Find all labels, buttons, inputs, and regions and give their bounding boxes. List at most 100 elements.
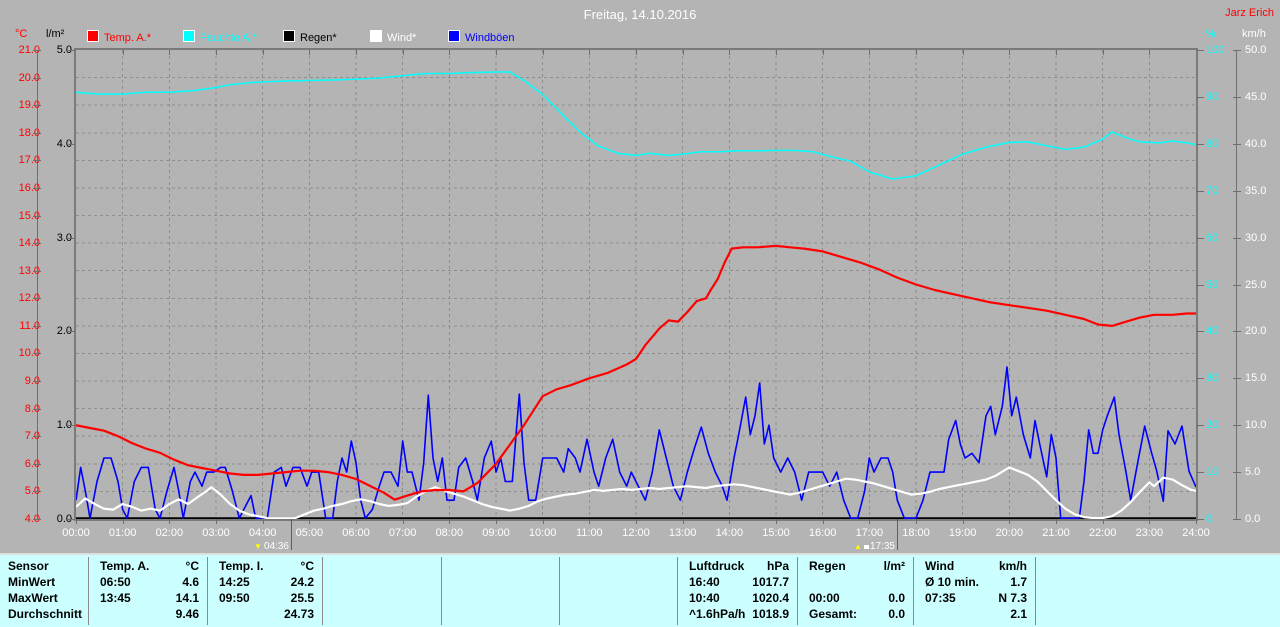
humidity-tick	[1196, 472, 1204, 474]
time-tick-bottom	[869, 519, 871, 524]
rain-tick	[68, 331, 75, 333]
rain-tick	[68, 143, 75, 145]
temp-tick-label: 16.0	[18, 181, 40, 194]
stats-table: Sensor MinWert MaxWert Durchschnitt Temp. A.…	[0, 553, 1280, 627]
table-row-label: Sensor	[8, 559, 49, 573]
time-tick-top	[636, 50, 637, 55]
table-cell-time: 09:50	[219, 591, 250, 605]
table-cell-value: 1.7	[1010, 575, 1027, 589]
temp-tick-label: 15.0	[18, 209, 40, 222]
temp-tick-label: 12.0	[18, 292, 40, 305]
temp-tick	[33, 105, 41, 107]
time-tick-bottom	[309, 519, 311, 524]
time-tick-bottom	[356, 519, 357, 524]
temp-axis-spine	[37, 50, 38, 519]
time-tick-label: 19:00	[948, 527, 977, 539]
time-tick-top	[262, 50, 264, 55]
wind-tick	[1233, 50, 1241, 51]
sunset-time: 17:35	[869, 541, 895, 552]
table-col-unit: hPa	[766, 559, 789, 573]
time-tick-label: 03:00	[202, 527, 230, 539]
legend-label: Windböen	[465, 32, 515, 44]
time-tick-top	[356, 50, 357, 55]
time-tick-label: 02:00	[155, 527, 184, 539]
time-tick-bottom	[262, 519, 264, 524]
legend-label: Temp. A.*	[104, 32, 152, 44]
temp-tick-label: 5.0	[24, 485, 40, 498]
temp-tick	[33, 270, 41, 272]
series-temp-a	[76, 244, 1196, 501]
time-tick-bottom	[589, 519, 591, 524]
humidity-tick-label: 10	[1206, 466, 1219, 479]
temp-tick-label: 21.0	[18, 44, 40, 56]
temp-tick	[33, 298, 41, 300]
time-tick-top	[122, 50, 124, 55]
wind-tick-label: 0.0	[1245, 513, 1261, 525]
humidity-axis-unit: %	[1206, 28, 1216, 40]
table-cell-value: 1020.4	[752, 591, 789, 605]
humidity-tick-label: 60	[1206, 231, 1219, 244]
legend-item-1: Feuchte A.*	[183, 30, 257, 44]
table-cell-time: 16:40	[689, 575, 720, 589]
time-tick-bottom	[682, 519, 684, 524]
humidity-tick-label: 70	[1206, 184, 1219, 197]
time-tick-bottom	[122, 519, 124, 524]
table-cell-value: 4.6	[182, 575, 199, 589]
temp-tick-label: 6.0	[24, 457, 40, 470]
temp-tick	[33, 325, 41, 327]
table-col-header: Regen	[809, 559, 846, 573]
time-tick-top	[1056, 50, 1057, 55]
rain-tick-label: 1.0	[56, 419, 72, 432]
humidity-tick	[1196, 96, 1204, 98]
humidity-tick-label: 90	[1206, 90, 1219, 103]
rain-tick	[68, 425, 75, 427]
temp-tick	[33, 160, 41, 162]
time-tick-bottom	[76, 519, 77, 524]
time-tick-label: 00:00	[62, 527, 90, 539]
rain-tick-label: 5.0	[56, 44, 72, 56]
time-tick-top	[916, 50, 917, 55]
temp-tick	[33, 463, 41, 465]
legend-item-3: Wind*	[370, 30, 416, 44]
time-tick-label: 06:00	[342, 527, 370, 539]
time-tick-label: 05:00	[295, 527, 324, 539]
humidity-tick	[1196, 143, 1204, 145]
time-tick-bottom	[402, 519, 404, 524]
humidity-tick-label: 20	[1206, 419, 1219, 432]
time-tick-label: 07:00	[388, 527, 417, 539]
wind-tick-label: 50.0	[1245, 44, 1267, 56]
watermark-author: Jarz Erich	[1225, 7, 1274, 19]
table-cell-value: 14.1	[175, 591, 199, 605]
series-feuchte-a	[76, 71, 1196, 180]
time-tick-top	[1149, 50, 1151, 55]
time-tick-top	[1102, 50, 1104, 55]
sun-dot-icon	[863, 545, 869, 549]
humidity-tick-label: 0	[1206, 513, 1213, 525]
time-tick-label: 04:00	[248, 527, 277, 539]
table-cell-value: 1018.9	[752, 607, 789, 621]
table-col-unit: °C	[185, 559, 199, 573]
time-tick-label: 17:00	[855, 527, 884, 539]
table-cell-value: N 7.3	[998, 591, 1027, 605]
humidity-tick	[1196, 284, 1204, 286]
table-column-divider	[559, 557, 560, 625]
time-tick-top	[822, 50, 824, 55]
table-column-divider	[1035, 557, 1036, 625]
time-tick-top	[402, 50, 404, 55]
temp-tick-label: 7.0	[24, 430, 40, 443]
table-cell-time: 07:35	[925, 591, 956, 605]
humidity-tick-label: 80	[1206, 137, 1219, 150]
sunrise-marker: ▼ 04:36	[229, 541, 289, 552]
time-tick-bottom	[822, 519, 824, 524]
time-tick-top	[729, 50, 731, 55]
weather-chart	[76, 50, 1196, 519]
humidity-tick-label: 50	[1206, 278, 1219, 291]
temp-tick	[33, 436, 41, 438]
wind-tick-label: 5.0	[1245, 466, 1261, 479]
time-tick-top	[682, 50, 684, 55]
table-cell-value: 1017.7	[752, 575, 789, 589]
temp-tick	[33, 491, 41, 493]
wind-tick	[1233, 425, 1241, 427]
humidity-tick-label: 40	[1206, 325, 1219, 338]
legend-swatch-icon	[448, 30, 460, 42]
